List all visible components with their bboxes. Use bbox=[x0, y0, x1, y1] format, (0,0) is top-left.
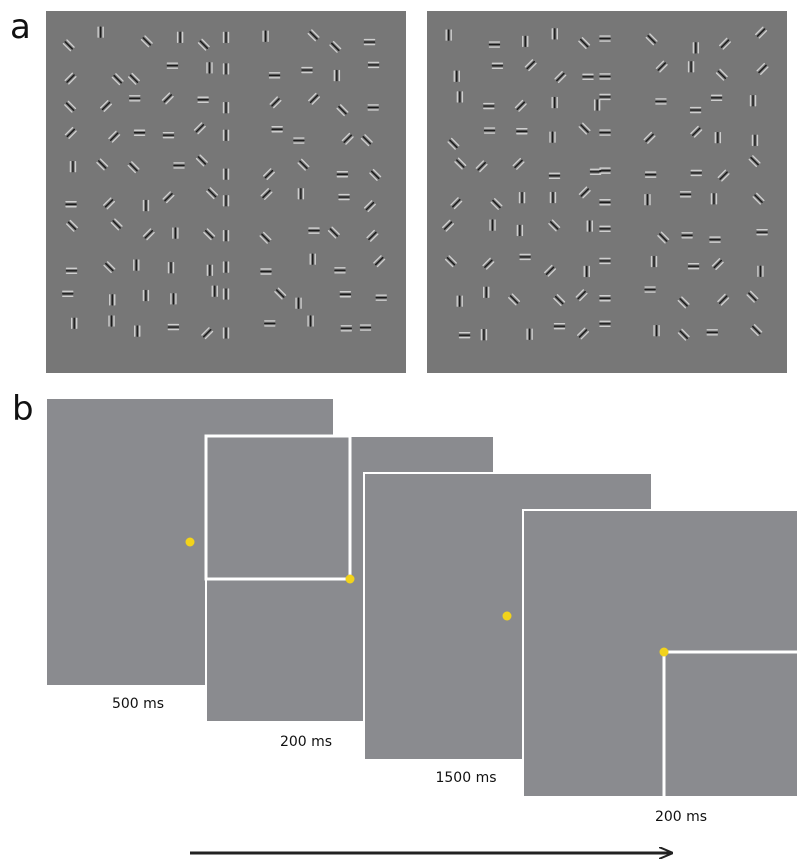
panel-label: b bbox=[12, 389, 34, 429]
stimulus-right bbox=[427, 11, 787, 373]
duration-label: 200 ms bbox=[280, 734, 332, 750]
fixation-dot bbox=[503, 612, 512, 621]
panel-label: a bbox=[10, 7, 31, 47]
fixation-dot bbox=[186, 538, 195, 547]
figure: a b 500 ms 200 ms 1500 ms 200 ms bbox=[0, 0, 797, 861]
duration-label: 500 ms bbox=[112, 696, 164, 712]
fixation-dot bbox=[660, 648, 669, 657]
fixation-dot bbox=[346, 575, 355, 584]
duration-label: 1500 ms bbox=[435, 770, 496, 786]
duration-label: 200 ms bbox=[655, 809, 707, 825]
